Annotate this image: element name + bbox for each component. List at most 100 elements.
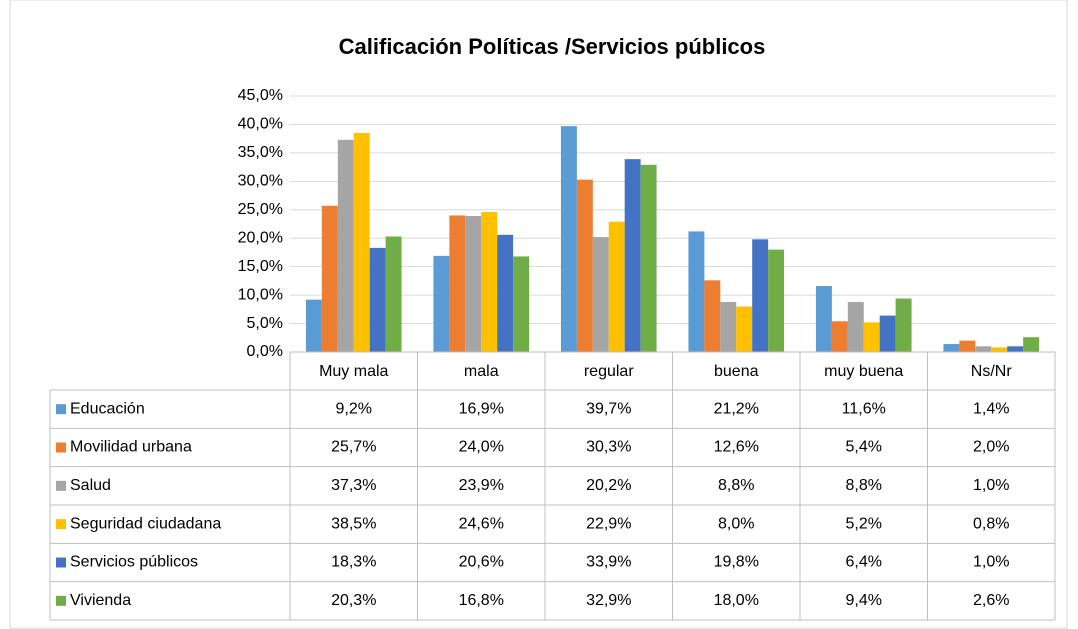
table-cell: 21,2% bbox=[714, 400, 759, 417]
bar bbox=[720, 301, 737, 352]
table-cell: 33,9% bbox=[586, 554, 631, 571]
table-cell: 18,3% bbox=[331, 554, 376, 571]
x-tick-label: Muy mala bbox=[319, 363, 388, 380]
table-cell: 16,8% bbox=[459, 592, 504, 609]
bar bbox=[465, 216, 482, 352]
legend-key bbox=[56, 595, 66, 606]
legend-label: Seguridad ciudadana bbox=[70, 515, 221, 532]
table-cell: 6,4% bbox=[846, 554, 882, 571]
table-cell: 11,6% bbox=[842, 400, 886, 417]
y-tick-label: 30,0% bbox=[238, 173, 283, 190]
bar bbox=[576, 179, 593, 352]
table-cell: 30,3% bbox=[586, 439, 631, 456]
y-tick-label: 15,0% bbox=[238, 258, 283, 275]
bar bbox=[369, 247, 386, 352]
table-cell: 8,8% bbox=[846, 477, 882, 494]
bar bbox=[736, 306, 753, 352]
bar bbox=[768, 249, 785, 352]
y-tick-label: 35,0% bbox=[238, 144, 283, 161]
legend-label: Educación bbox=[70, 400, 145, 417]
table-cell: 8,0% bbox=[718, 515, 754, 532]
table-cell: 5,4% bbox=[846, 439, 882, 456]
table-cell: 20,2% bbox=[586, 477, 631, 494]
y-tick-label: 25,0% bbox=[238, 201, 283, 218]
bar bbox=[895, 298, 912, 352]
bar bbox=[305, 299, 322, 352]
table-cell: 32,9% bbox=[586, 592, 631, 609]
table-cell: 16,9% bbox=[459, 400, 504, 417]
bar bbox=[337, 139, 354, 352]
bar bbox=[321, 205, 338, 352]
bar bbox=[863, 322, 880, 352]
table-cell: 37,3% bbox=[331, 477, 376, 494]
y-tick-label: 5,0% bbox=[247, 315, 283, 332]
bar bbox=[513, 256, 530, 352]
table-cell: 20,6% bbox=[459, 554, 504, 571]
table-cell: 12,6% bbox=[714, 439, 759, 456]
table-cell: 25,7% bbox=[331, 439, 376, 456]
table-cell: 20,3% bbox=[331, 592, 376, 609]
table-cell: 18,0% bbox=[714, 592, 759, 609]
bar bbox=[847, 301, 864, 352]
bar bbox=[433, 255, 450, 352]
bar bbox=[640, 164, 657, 352]
bar bbox=[385, 236, 402, 352]
x-tick-label: mala bbox=[464, 363, 499, 380]
bar bbox=[560, 126, 577, 352]
y-tick-label: 45,0% bbox=[238, 87, 283, 104]
table-cell: 22,9% bbox=[586, 515, 631, 532]
bar bbox=[449, 215, 466, 352]
bar bbox=[1007, 346, 1024, 352]
bar bbox=[752, 239, 769, 352]
bar bbox=[497, 234, 514, 352]
bar bbox=[481, 212, 498, 352]
bar bbox=[1023, 337, 1040, 352]
legend-key bbox=[56, 480, 66, 491]
bar bbox=[624, 159, 641, 352]
bar bbox=[592, 237, 609, 352]
legend-label: Salud bbox=[70, 477, 111, 494]
legend-label: Servicios públicos bbox=[70, 554, 198, 571]
bar bbox=[943, 344, 960, 352]
x-tick-label: buena bbox=[714, 363, 759, 380]
x-tick-label: regular bbox=[584, 363, 634, 380]
x-tick-label: muy buena bbox=[824, 363, 903, 380]
y-tick-label: 0,0% bbox=[247, 343, 283, 360]
y-tick-label: 40,0% bbox=[238, 116, 283, 133]
table-cell: 1,0% bbox=[973, 554, 1009, 571]
bar bbox=[831, 321, 848, 352]
table-cell: 2,6% bbox=[973, 592, 1009, 609]
bar bbox=[879, 315, 896, 352]
table-cell: 8,8% bbox=[718, 477, 754, 494]
legend-label: Movilidad urbana bbox=[70, 439, 192, 456]
bar bbox=[704, 280, 721, 352]
bar bbox=[975, 346, 992, 352]
legend-key bbox=[56, 404, 66, 415]
table-cell: 5,2% bbox=[846, 515, 882, 532]
table-cell: 1,0% bbox=[973, 477, 1009, 494]
bar bbox=[815, 286, 832, 352]
table-cell: 19,8% bbox=[714, 554, 759, 571]
x-tick-label: Ns/Nr bbox=[971, 363, 1013, 380]
bar bbox=[991, 347, 1008, 352]
legend-label: Vivienda bbox=[70, 592, 131, 609]
table-cell: 38,5% bbox=[331, 515, 376, 532]
bar bbox=[608, 221, 625, 352]
table-cell: 9,4% bbox=[846, 592, 882, 609]
table-cell: 24,0% bbox=[459, 439, 504, 456]
table-cell: 23,9% bbox=[459, 477, 504, 494]
table-cell: 2,0% bbox=[973, 439, 1009, 456]
legend-key bbox=[56, 519, 66, 530]
bar bbox=[353, 132, 370, 352]
bar bbox=[688, 231, 705, 352]
bar bbox=[959, 340, 976, 352]
table-cell: 9,2% bbox=[336, 400, 372, 417]
chart-title: Calificación Políticas /Servicios públic… bbox=[339, 34, 766, 59]
table-cell: 0,8% bbox=[973, 515, 1009, 532]
legend-key bbox=[56, 557, 66, 568]
y-tick-label: 20,0% bbox=[238, 229, 283, 246]
y-tick-label: 10,0% bbox=[238, 286, 283, 303]
table-cell: 39,7% bbox=[586, 400, 631, 417]
